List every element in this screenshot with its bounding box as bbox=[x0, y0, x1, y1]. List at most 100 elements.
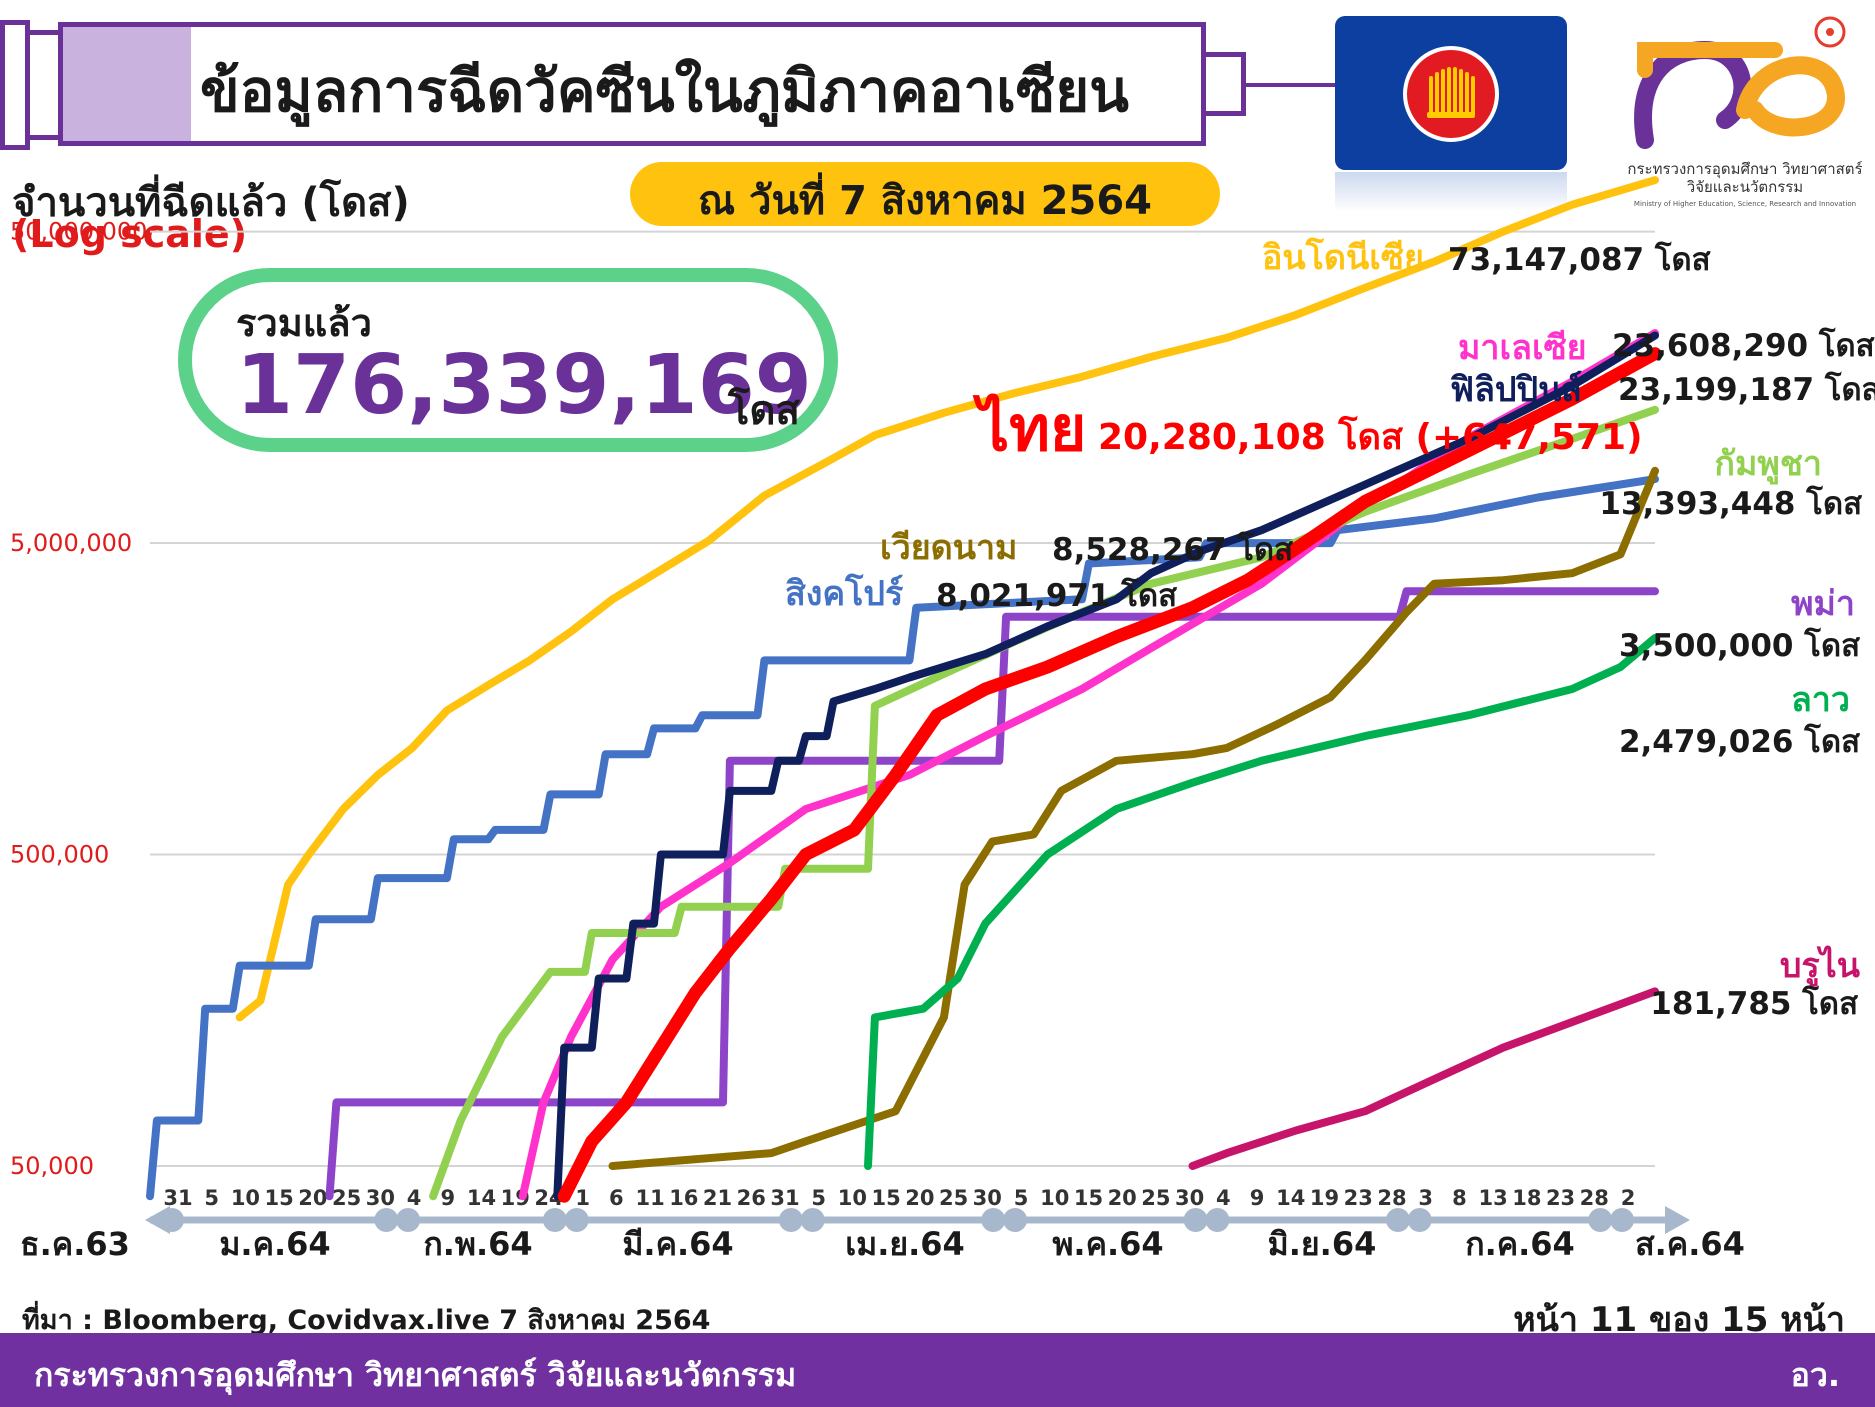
x-axis-dot bbox=[1407, 1208, 1432, 1232]
series-line bbox=[429, 405, 1659, 1201]
x-day-tick: 4 bbox=[1216, 1186, 1231, 1210]
series-name-label: ฟิลิปปินส์ bbox=[1450, 370, 1583, 410]
x-month-label: ธ.ค.63 bbox=[20, 1225, 130, 1263]
series-name-label: สิงคโปร์ bbox=[785, 574, 904, 614]
x-day-tick: 30 bbox=[1175, 1186, 1204, 1210]
x-axis-dot bbox=[1205, 1208, 1230, 1232]
x-day-tick: 10 bbox=[1040, 1186, 1069, 1210]
syringe-barrel bbox=[58, 22, 1206, 146]
x-axis-dot bbox=[778, 1208, 803, 1232]
series-line bbox=[864, 634, 1659, 1170]
syringe-fill bbox=[63, 27, 191, 141]
x-day-tick: 4 bbox=[407, 1186, 422, 1210]
x-axis-dot bbox=[1588, 1208, 1613, 1232]
series-lines bbox=[146, 176, 1662, 1203]
ministry-name-en: Ministry of Higher Education, Science, R… bbox=[1633, 200, 1857, 208]
footer-abbr: อว. bbox=[1790, 1356, 1840, 1394]
x-day-tick: 21 bbox=[703, 1186, 732, 1210]
x-month-label: มิ.ย.64 bbox=[1268, 1225, 1377, 1263]
x-day-tick: 28 bbox=[1377, 1186, 1406, 1210]
series-line bbox=[235, 176, 1659, 1022]
series-value-label: 181,785 โดส bbox=[1650, 986, 1858, 1022]
x-axis-dot bbox=[542, 1208, 567, 1232]
x-day-tick: 23 bbox=[1344, 1186, 1373, 1210]
x-month-label: ส.ค.64 bbox=[1635, 1225, 1745, 1263]
date-pill bbox=[630, 162, 1220, 226]
rice-stalks-icon bbox=[1427, 67, 1475, 118]
x-axis-dot bbox=[564, 1208, 589, 1232]
y-tick-label: 50,000 bbox=[10, 1152, 94, 1180]
footer-ministry: กระทรวงการอุดมศึกษา วิทยาศาสตร์ วิจัยและ… bbox=[34, 1356, 797, 1394]
series-value-label: 23,608,290 โดส bbox=[1612, 328, 1875, 364]
x-axis-dot bbox=[800, 1208, 825, 1232]
x-day-tick: 23 bbox=[1546, 1186, 1575, 1210]
series-line bbox=[557, 347, 1662, 1203]
x-month-label: ก.ค.64 bbox=[1465, 1225, 1575, 1263]
x-month-label: เม.ย.64 bbox=[845, 1225, 965, 1263]
x-day-tick: 10 bbox=[838, 1186, 867, 1210]
series-name-label: อินโดนีเซีย bbox=[1262, 238, 1424, 278]
x-day-tick: 3 bbox=[1418, 1186, 1433, 1210]
ministry-name-th: กระทรวงการอุดมศึกษา วิทยาศาสตร์ วิจัยและ… bbox=[1627, 160, 1863, 196]
series-value-label: 8,528,267 โดส bbox=[1052, 532, 1294, 568]
x-axis-dot bbox=[1183, 1208, 1208, 1232]
x-day-tick: 15 bbox=[872, 1186, 901, 1210]
series-name-label: ลาว bbox=[1790, 680, 1850, 720]
x-day-tick: 14 bbox=[1276, 1186, 1305, 1210]
date-label: ณ วันที่ 7 สิงหาคม 2564 bbox=[697, 178, 1153, 224]
x-day-tick: 15 bbox=[265, 1186, 294, 1210]
grid: 50,000 500,000 5,000,000 50,000,000 bbox=[10, 218, 1655, 1180]
flag-reflection bbox=[1335, 172, 1567, 212]
series-value-label: 8,021,971 โดส bbox=[936, 578, 1178, 614]
x-axis-dot bbox=[981, 1208, 1006, 1232]
x-month-label: พ.ค.64 bbox=[1052, 1225, 1163, 1263]
x-axis-dot bbox=[1003, 1208, 1028, 1232]
x-day-tick: 20 bbox=[905, 1186, 934, 1210]
series-name-label: มาเลเซีย bbox=[1458, 328, 1587, 368]
series-line bbox=[553, 331, 1659, 1201]
x-day-tick: 18 bbox=[1512, 1186, 1541, 1210]
x-day-tick: 5 bbox=[204, 1186, 219, 1210]
page-title: ข้อมูลการฉีดวัคซีนในภูมิภาคอาเซียน bbox=[200, 57, 1129, 125]
x-day-tick: 10 bbox=[231, 1186, 260, 1210]
series-name-label: ไทย bbox=[978, 392, 1087, 465]
syringe-needle bbox=[1246, 83, 1336, 87]
x-day-tick: 31 bbox=[163, 1186, 192, 1210]
x-day-tick: 28 bbox=[1580, 1186, 1609, 1210]
x-month-label: ม.ค.64 bbox=[219, 1225, 330, 1263]
series-name-label: กัมพูชา bbox=[1714, 444, 1822, 484]
x-day-tick: 20 bbox=[1108, 1186, 1137, 1210]
series-name-label: บรูไน bbox=[1779, 946, 1860, 986]
x-day-tick: 5 bbox=[1014, 1186, 1029, 1210]
x-axis-dot bbox=[1385, 1208, 1410, 1232]
x-axis-dot bbox=[374, 1208, 399, 1232]
series-value-label: 73,147,087 โดส bbox=[1448, 242, 1711, 278]
x-day-tick: 2 bbox=[1621, 1186, 1636, 1210]
x-day-tick: 16 bbox=[669, 1186, 698, 1210]
series-name-label: พม่า bbox=[1791, 584, 1855, 624]
x-day-tick: 26 bbox=[737, 1186, 766, 1210]
x-day-tick: 25 bbox=[1141, 1186, 1170, 1210]
y-axis-title: จำนวนที่ฉีดแล้ว (โดส) bbox=[12, 180, 410, 226]
series-name-label: เวียดนาม bbox=[880, 528, 1018, 568]
x-day-tick: 20 bbox=[298, 1186, 327, 1210]
x-day-tick: 1 bbox=[575, 1186, 590, 1210]
total-unit: โดส bbox=[728, 388, 800, 434]
y-tick-label: 5,000,000 bbox=[10, 529, 132, 557]
total-label: รวมแล้ว bbox=[236, 301, 372, 345]
x-day-tick: 30 bbox=[973, 1186, 1002, 1210]
x-day-tick: 8 bbox=[1452, 1186, 1467, 1210]
x-day-tick: 9 bbox=[440, 1186, 455, 1210]
x-day-tick: 25 bbox=[939, 1186, 968, 1210]
syringe-plunger bbox=[0, 20, 30, 150]
series-line bbox=[608, 466, 1659, 1170]
x-axis-dot bbox=[396, 1208, 421, 1232]
footer-bar bbox=[0, 1333, 1875, 1407]
x-day-tick: 13 bbox=[1478, 1186, 1507, 1210]
x-day-tick: 6 bbox=[609, 1186, 624, 1210]
x-month-label: มี.ค.64 bbox=[622, 1225, 733, 1263]
y-tick-label: 50,000,000 bbox=[10, 218, 147, 246]
x-axis: 31 5 10 15 20 25 30 4 9 14 19 24 1 6 11 16 21 26 31 5 10 15 20… bbox=[20, 1186, 1745, 1263]
y-tick-label: 500,000 bbox=[10, 841, 109, 869]
